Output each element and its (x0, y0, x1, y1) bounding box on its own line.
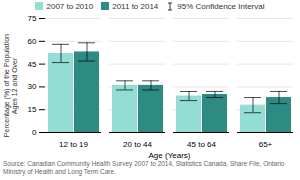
svg-text:0: 0 (32, 128, 37, 137)
html-text:Percentage (%) of the Populati: Percentage (%) of the Population Ages 12… (3, 34, 18, 138)
html-text:Source: Canadian Community Hea: Source: Canadian Community Health Survey… (3, 160, 285, 175)
svg-text:65+: 65+ (259, 140, 273, 149)
html-text:2007 to 2010: 2007 to 2010 (46, 1, 94, 11)
html-text:2011 to 2014: 2011 to 2014 (112, 1, 159, 11)
html-text:95% Confidence Interval: 95% Confidence Interval (177, 1, 265, 11)
svg-text:30: 30 (28, 82, 37, 91)
svg-text:45 to 64: 45 to 64 (187, 140, 216, 149)
svg-text:45: 45 (28, 60, 37, 69)
svg-text:15: 15 (28, 105, 37, 114)
svg-text:Age (Years): Age (Years) (149, 151, 191, 160)
svg-text:20 to 44: 20 to 44 (123, 140, 152, 149)
svg-text:12 to 19: 12 to 19 (59, 140, 88, 149)
svg-text:75: 75 (28, 14, 37, 23)
svg-text:60: 60 (28, 37, 37, 46)
